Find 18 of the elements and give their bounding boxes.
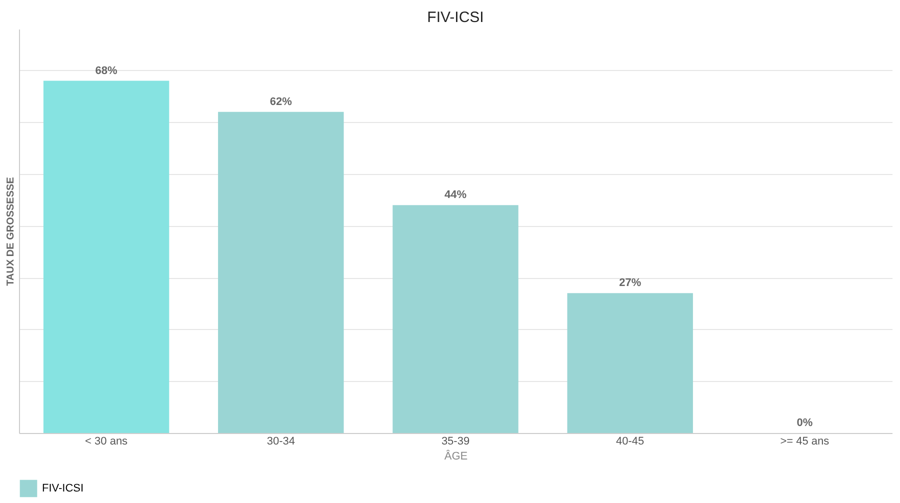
x-tick-label: < 30 ans <box>85 436 128 448</box>
data-label: 27% <box>619 277 642 290</box>
bar <box>218 112 344 433</box>
legend-label: FIV-ICSI <box>42 482 84 494</box>
x-tick-label: 30-34 <box>266 436 295 448</box>
chart-title: FIV-ICSI <box>427 9 484 26</box>
data-label: 0% <box>796 417 813 429</box>
bar <box>567 293 693 433</box>
data-label: 68% <box>95 64 118 77</box>
bar <box>392 205 518 433</box>
x-tick-label: 40-45 <box>616 436 644 448</box>
data-label: 44% <box>444 189 467 202</box>
x-axis-title: ÂGE <box>444 450 468 462</box>
bar <box>43 80 170 433</box>
data-label: 62% <box>270 96 292 108</box>
x-tick-label: 35-39 <box>441 436 470 448</box>
x-tick-label: >= 45 ans <box>780 436 830 448</box>
y-axis-title: TAUX DE GROSSESSE <box>6 176 16 286</box>
